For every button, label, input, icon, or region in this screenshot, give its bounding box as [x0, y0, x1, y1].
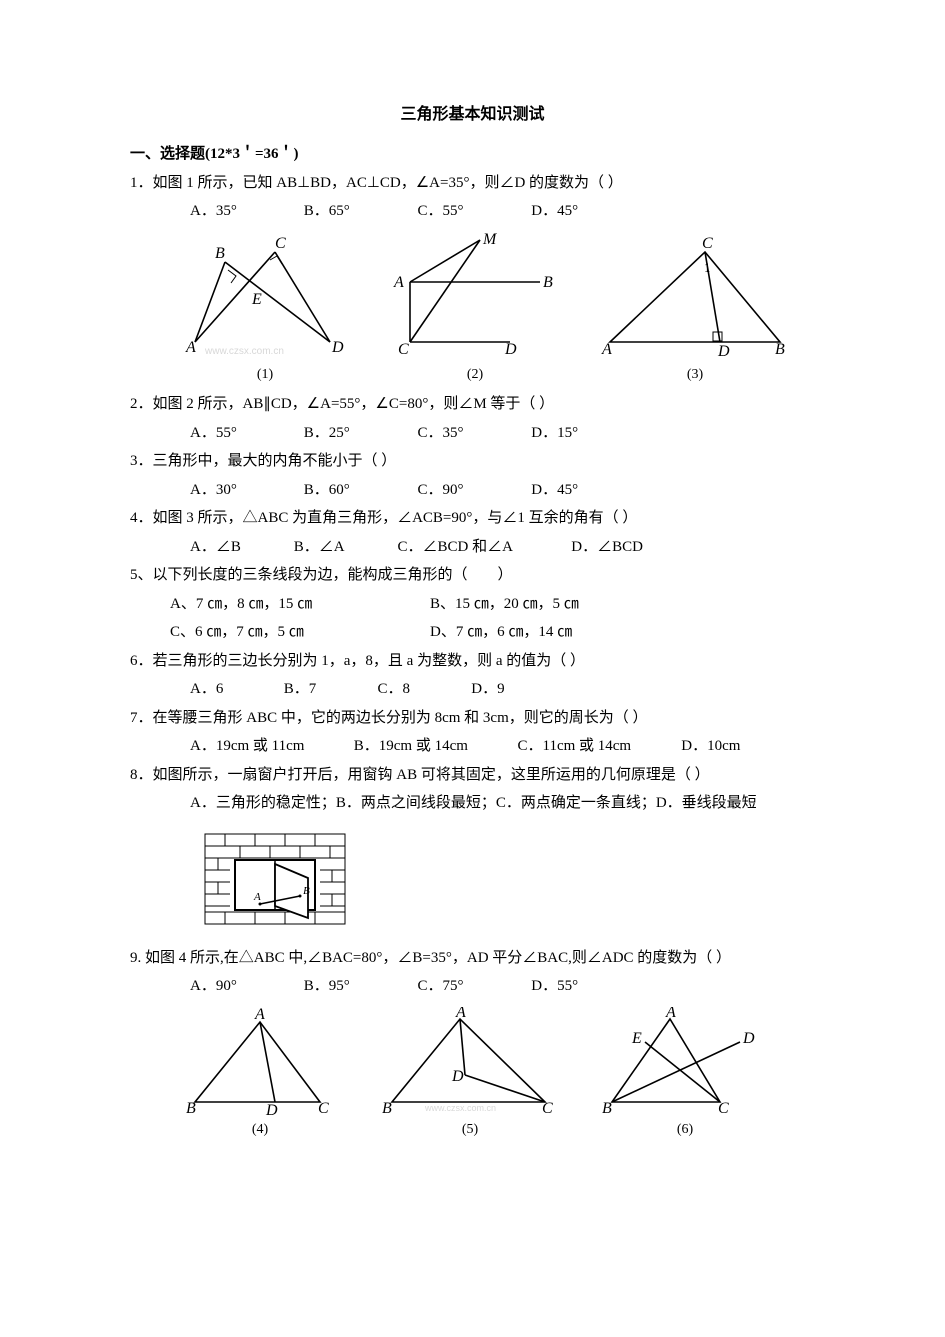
question-4: 4．如图 3 所示，△ABC 为直角三角形，∠ACB=90°，与∠1 互余的角有…: [130, 504, 815, 533]
figure-1: B C A D E www.czsx.com.cn (1): [180, 232, 350, 389]
fig6-B: B: [602, 1100, 612, 1117]
figure-2-caption: (2): [390, 362, 560, 389]
fig1-C: C: [275, 235, 286, 252]
question-2: 2．如图 2 所示，AB∥CD，∠A=55°，∠C=80°，则∠M 等于（ ）: [130, 390, 815, 419]
question-1-options: A．35° B．65° C．55° D．45°: [130, 197, 815, 226]
page-title: 三角形基本知识测试: [130, 100, 815, 130]
figure-3-caption: (3): [600, 362, 790, 389]
q5-D: D、7 ㎝，6 ㎝，14 ㎝: [430, 618, 690, 647]
q7-C: C．11cm 或 14cm: [518, 732, 678, 761]
question-8: 8．如图所示，一扇窗户打开后，用窗钩 AB 可将其固定，这里所运用的几何原理是（…: [130, 761, 815, 790]
q7-D: D．10cm: [681, 732, 740, 761]
figure-4: A B C D (4): [180, 1007, 340, 1144]
fig6-C: C: [718, 1100, 729, 1117]
q1-B: B．65°: [304, 197, 414, 226]
q4-A: A．∠B: [190, 533, 290, 562]
question-5: 5、以下列长度的三条线段为边，能构成三角形的（ ）: [130, 561, 815, 590]
q5-B: B、15 ㎝，20 ㎝，5 ㎝: [430, 590, 690, 619]
q4-C: C．∠BCD 和∠A: [398, 533, 568, 562]
fig3-angle1: 1: [704, 260, 711, 275]
question-9: 9. 如图 4 所示,在△ABC 中,∠BAC=80°，∠B=35°，AD 平分…: [130, 944, 815, 973]
fig1-B: B: [215, 245, 225, 262]
fig5-D: D: [451, 1068, 464, 1085]
fig2-D: D: [504, 341, 517, 358]
question-7: 7．在等腰三角形 ABC 中，它的两边长分别为 8cm 和 3cm，则它的周长为…: [130, 704, 815, 733]
figure-5: A B C D www.czsx.com.cn (5): [380, 1007, 560, 1144]
fig6-A: A: [665, 1007, 676, 1021]
q6-B: B．7: [284, 675, 374, 704]
fig5-C: C: [542, 1100, 553, 1117]
figure-window: A B: [200, 826, 815, 936]
fig1-A: A: [185, 339, 196, 356]
q1-A: A．35°: [190, 197, 300, 226]
q9-A: A．90°: [190, 972, 300, 1001]
q5-A: A、7 ㎝，8 ㎝，15 ㎝: [170, 590, 430, 619]
question-9-options: A．90° B．95° C．75° D．55°: [130, 972, 815, 1001]
figure-1-caption: (1): [180, 362, 350, 389]
fig6-D: D: [742, 1030, 755, 1047]
fig2-B: B: [543, 274, 553, 291]
question-3: 3．三角形中，最大的内角不能小于（ ）: [130, 447, 815, 476]
q9-D: D．55°: [531, 972, 578, 1001]
q9-B: B．95°: [304, 972, 414, 1001]
q5-C: C、6 ㎝，7 ㎝，5 ㎝: [170, 618, 430, 647]
figure-row-2: A B C D (4) A B C D: [180, 1007, 815, 1144]
figure-4-caption: (4): [180, 1117, 340, 1144]
fig4-C: C: [318, 1100, 329, 1117]
q9-C: C．75°: [418, 972, 528, 1001]
q4-D: D．∠BCD: [571, 533, 643, 562]
fig3-B: B: [775, 341, 785, 358]
question-1: 1．如图 1 所示，已知 AB⊥BD，AC⊥CD，∠A=35°，则∠D 的度数为…: [130, 169, 815, 198]
fig5-B: B: [382, 1100, 392, 1117]
fig3-A: A: [601, 341, 612, 358]
figure-2: A B C D M (2): [390, 232, 560, 389]
q7-B: B．19cm 或 14cm: [354, 732, 514, 761]
q2-C: C．35°: [418, 419, 528, 448]
q6-C: C．8: [378, 675, 468, 704]
q6-D: D．9: [471, 675, 504, 704]
question-5-options: A、7 ㎝，8 ㎝，15 ㎝ B、15 ㎝，20 ㎝，5 ㎝ C、6 ㎝，7 ㎝…: [130, 590, 815, 647]
watermark: www.czsx.com.cn: [204, 346, 284, 357]
fig2-A: A: [393, 274, 404, 291]
q3-C: C．90°: [418, 476, 528, 505]
figure-3: A B C D 1 (3): [600, 232, 790, 389]
question-8-options: A．三角形的稳定性；B．两点之间线段最短；C．两点确定一条直线；D．垂线段最短: [130, 789, 815, 818]
fig1-E: E: [251, 291, 262, 308]
fig4-D: D: [265, 1102, 278, 1117]
fig4-B: B: [186, 1100, 196, 1117]
fig2-C: C: [398, 341, 409, 358]
q2-B: B．25°: [304, 419, 414, 448]
question-4-options: A．∠B B．∠A C．∠BCD 和∠A D．∠BCD: [130, 533, 815, 562]
q6-A: A．6: [190, 675, 280, 704]
question-2-options: A．55° B．25° C．35° D．15°: [130, 419, 815, 448]
q3-B: B．60°: [304, 476, 414, 505]
figure-6-caption: (6): [600, 1117, 770, 1144]
question-7-options: A．19cm 或 11cm B．19cm 或 14cm C．11cm 或 14c…: [130, 732, 815, 761]
figure-5-caption: (5): [380, 1117, 560, 1144]
fig5-A: A: [455, 1007, 466, 1021]
q2-A: A．55°: [190, 419, 300, 448]
fig6-E: E: [631, 1030, 642, 1047]
question-6: 6．若三角形的三边长分别为 1，a，8，且 a 为整数，则 a 的值为（ ）: [130, 647, 815, 676]
q1-D: D．45°: [531, 197, 578, 226]
watermark-2: www.czsx.com.cn: [424, 1103, 496, 1113]
q3-D: D．45°: [531, 476, 578, 505]
q7-A: A．19cm 或 11cm: [190, 732, 350, 761]
fig3-D: D: [717, 343, 730, 360]
q4-B: B．∠A: [294, 533, 394, 562]
svg-text:A: A: [253, 891, 261, 903]
figure-row-1: B C A D E www.czsx.com.cn (1): [180, 232, 815, 389]
q3-A: A．30°: [190, 476, 300, 505]
question-3-options: A．30° B．60° C．90° D．45°: [130, 476, 815, 505]
fig3-C: C: [702, 235, 713, 252]
fig1-D: D: [331, 339, 344, 356]
svg-text:B: B: [303, 885, 310, 897]
q1-C: C．55°: [418, 197, 528, 226]
question-6-options: A．6 B．7 C．8 D．9: [130, 675, 815, 704]
section-heading: 一、选择题(12*3＇=36＇): [130, 140, 815, 169]
figure-6: A B C D E (6): [600, 1007, 770, 1144]
q2-D: D．15°: [531, 419, 578, 448]
fig2-M: M: [482, 232, 498, 248]
fig4-A: A: [254, 1007, 265, 1023]
